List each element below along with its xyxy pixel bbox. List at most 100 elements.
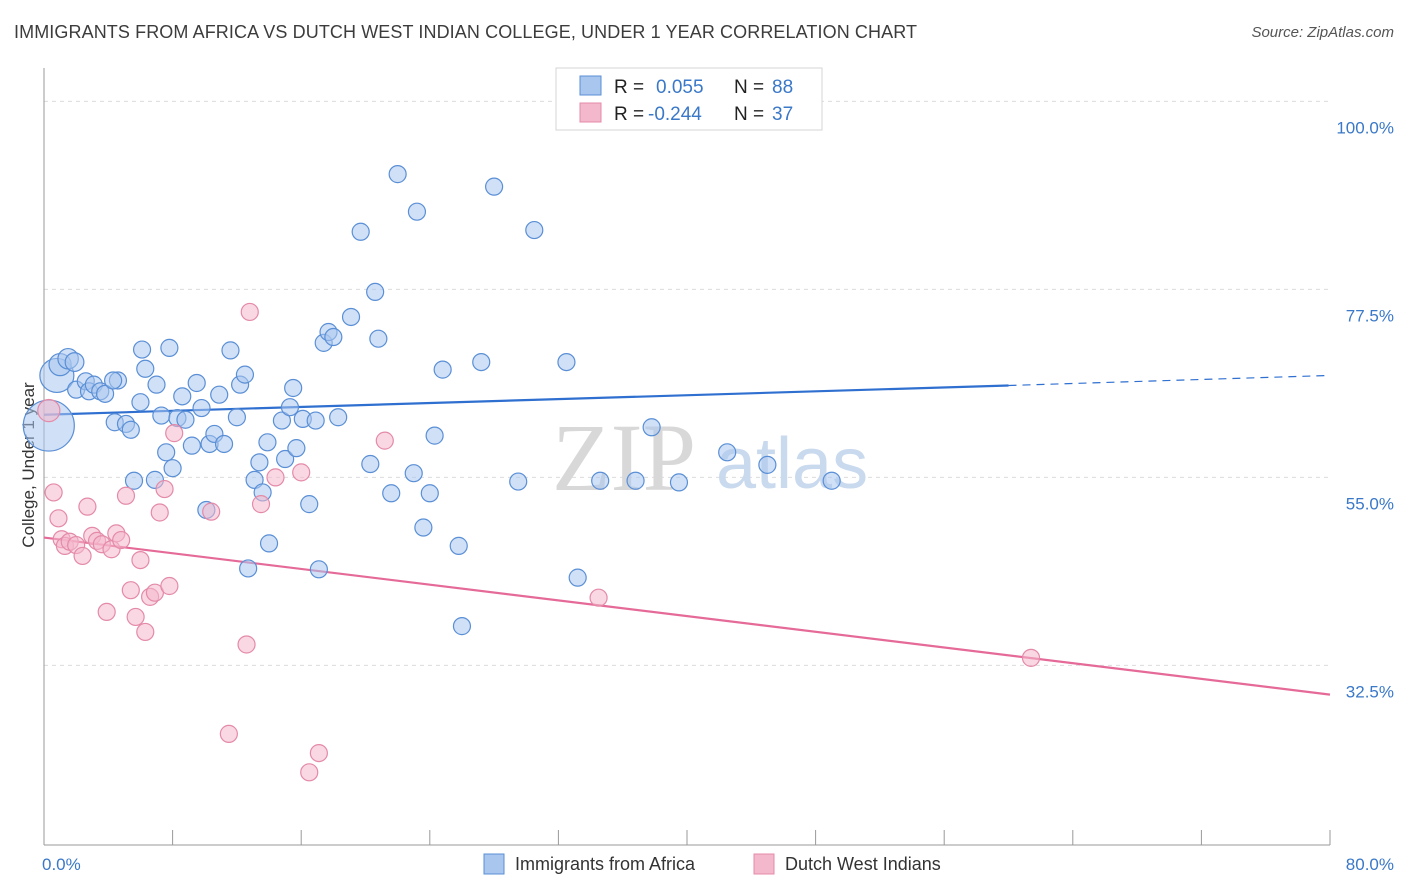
point-africa [221,341,240,360]
point-dutch [136,622,155,642]
watermark-atlas: atlas [716,424,868,504]
point-africa [124,471,144,490]
point-africa [300,495,319,514]
point-dutch [112,530,131,550]
watermark-zip: ZIP [552,404,696,511]
chart-title: IMMIGRANTS FROM AFRICA VS DUTCH WEST IND… [14,22,918,42]
y-tick-labels: 32.5% 55.0% 77.5% 100.0% [1336,118,1394,701]
source-credit: Source: ZipAtlas.com [1251,24,1394,41]
point-africa [187,373,206,393]
point-africa [525,220,544,240]
point-dutch [37,398,61,423]
legend-swatch-blue [579,75,602,96]
point-africa [259,534,279,553]
point-dutch [202,502,221,521]
point-dutch [1021,648,1041,667]
x-tick-label-max: 80.0% [1346,855,1394,874]
point-africa [591,471,610,490]
legend-swatch-pink [579,102,602,123]
point-africa [227,408,246,427]
point-africa [382,484,401,503]
point-africa [284,378,303,398]
point-dutch [78,497,97,516]
point-africa [210,385,229,404]
data-points [22,165,1041,782]
point-africa [163,459,182,478]
legend-r-value-blue: 0.055 [656,77,704,98]
point-africa [361,454,380,474]
point-africa [822,471,841,490]
point-dutch [150,503,169,522]
point-africa [250,453,269,472]
point-dutch [126,607,145,627]
point-africa [276,449,295,469]
point-africa [485,177,504,196]
point-africa [351,222,370,241]
point-africa [324,327,343,347]
point-africa [176,410,195,429]
point-africa [64,352,85,373]
point-dutch [240,302,259,322]
watermark: ZIP atlas [552,404,868,511]
point-dutch [73,546,92,566]
legend-r-label-blue: R = [614,77,644,98]
point-dutch [300,763,319,782]
point-dutch [375,431,394,450]
series-legend: Immigrants from Africa Dutch West Indian… [483,853,941,875]
point-africa [341,307,361,327]
point-africa [192,398,211,418]
point-africa [404,464,423,483]
stats-legend: R = 0.055 N = 88 R = -0.244 N = 37 [555,67,823,131]
point-africa [366,282,385,302]
point-africa [472,352,491,372]
legend-n-label-pink: N = [734,104,764,125]
point-africa [104,371,123,390]
point-africa [160,338,179,357]
point-dutch [97,602,116,622]
legend-n-value-blue: 88 [772,77,793,98]
point-africa [136,359,155,378]
point-dutch [292,463,311,482]
point-africa [433,360,452,379]
point-africa [414,518,433,537]
point-dutch [589,588,608,607]
point-africa [758,455,777,474]
trend-line-dutch [43,536,1331,696]
point-africa [306,411,325,430]
point-africa [568,568,587,587]
series-legend-swatch-dutch [753,853,775,875]
point-africa [132,340,152,359]
point-africa [258,433,277,452]
point-dutch [309,743,328,763]
legend-r-label-pink: R = [614,104,644,125]
point-africa [214,434,234,454]
point-africa [642,418,661,437]
point-dutch [160,576,179,596]
point-dutch [49,509,68,528]
point-africa [669,473,689,492]
point-africa [235,365,255,384]
y-tick-label: 77.5% [1346,306,1394,325]
point-africa [388,165,407,184]
y-tick-label: 32.5% [1346,682,1394,701]
series-legend-swatch-africa [483,853,505,875]
point-dutch [121,581,140,600]
point-africa [272,411,292,430]
legend-r-value-pink: -0.244 [648,104,702,125]
point-africa [718,443,737,462]
point-dutch [116,486,136,505]
point-africa [121,420,140,439]
point-africa [239,559,258,578]
point-dutch [44,483,63,502]
point-africa [449,536,468,555]
y-tick-label: 100.0% [1336,118,1394,137]
point-africa [452,617,472,636]
trend-line-africa-extrapolated [1008,374,1331,387]
point-africa [425,426,444,445]
series-legend-label-africa: Immigrants from Africa [515,854,696,874]
point-africa [95,384,115,403]
point-africa [152,406,171,425]
series-legend-label-dutch: Dutch West Indians [785,854,941,874]
point-africa [131,393,150,412]
